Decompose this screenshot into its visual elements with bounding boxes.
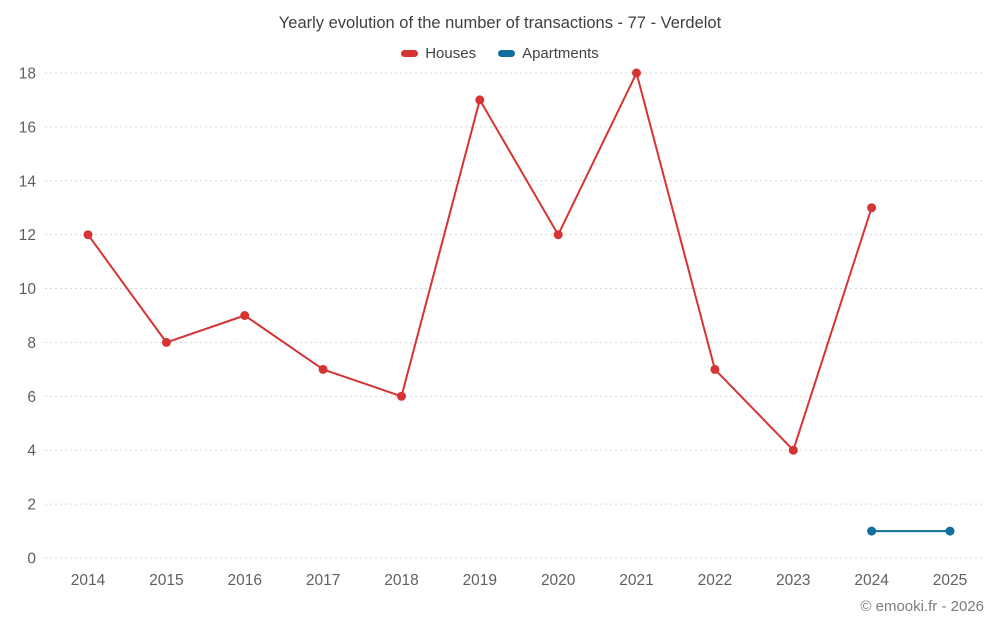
svg-text:2: 2 — [27, 497, 36, 514]
svg-text:2023: 2023 — [776, 572, 810, 589]
svg-text:2022: 2022 — [698, 572, 732, 589]
legend: Houses Apartments — [0, 45, 1000, 62]
legend-label-apartments: Apartments — [522, 45, 599, 62]
apartments-legend-swatch-icon — [498, 50, 516, 57]
svg-text:14: 14 — [19, 173, 37, 190]
svg-text:8: 8 — [27, 335, 36, 352]
legend-item-apartments[interactable]: Apartments — [498, 45, 599, 62]
svg-text:2021: 2021 — [619, 572, 653, 589]
legend-item-houses[interactable]: Houses — [401, 45, 476, 62]
svg-text:2014: 2014 — [71, 572, 106, 589]
svg-text:2018: 2018 — [384, 572, 418, 589]
chart-title: Yearly evolution of the number of transa… — [278, 14, 722, 32]
svg-text:2015: 2015 — [149, 572, 183, 589]
svg-text:10: 10 — [19, 281, 37, 298]
svg-text:16: 16 — [19, 119, 36, 136]
svg-text:6: 6 — [27, 389, 36, 406]
svg-text:2019: 2019 — [463, 572, 497, 589]
svg-text:2017: 2017 — [306, 572, 340, 589]
svg-text:2020: 2020 — [541, 572, 576, 589]
legend-label-houses: Houses — [425, 45, 477, 62]
svg-text:12: 12 — [19, 227, 36, 244]
svg-text:2024: 2024 — [854, 572, 889, 589]
svg-text:2025: 2025 — [933, 572, 967, 589]
svg-text:2016: 2016 — [227, 572, 261, 589]
svg-text:0: 0 — [27, 551, 36, 568]
svg-text:18: 18 — [19, 66, 36, 83]
houses-legend-swatch-icon — [401, 50, 419, 57]
svg-text:4: 4 — [27, 443, 36, 460]
watermark: © emooki.fr - 2026 — [860, 598, 984, 615]
